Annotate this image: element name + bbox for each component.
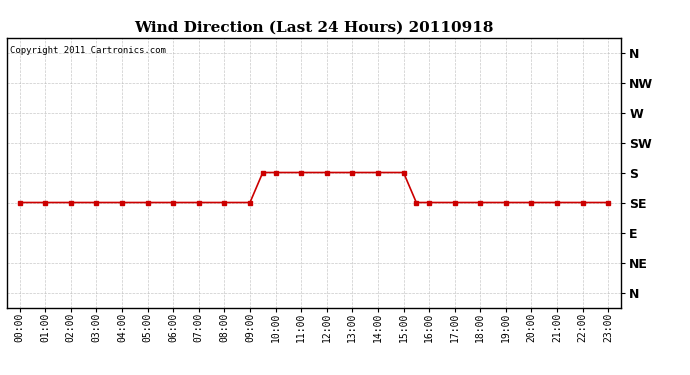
Title: Wind Direction (Last 24 Hours) 20110918: Wind Direction (Last 24 Hours) 20110918: [134, 21, 494, 35]
Text: Copyright 2011 Cartronics.com: Copyright 2011 Cartronics.com: [10, 46, 166, 55]
